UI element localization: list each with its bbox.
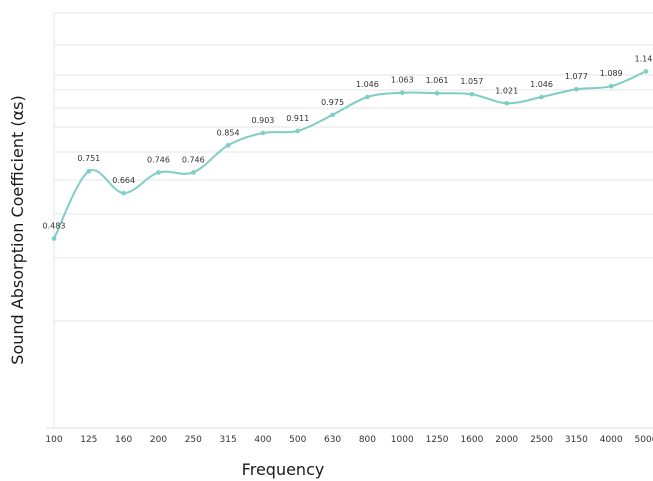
data-label: 0.911: [286, 114, 309, 123]
data-point: [330, 112, 335, 118]
data-point: [399, 90, 405, 96]
data-point: [469, 91, 475, 97]
data-point: [539, 94, 544, 100]
data-labels: 0.483 0.751 0.664 0.746 0.746 0.854 0.903 0.911…: [43, 54, 653, 230]
x-tick-label: 100: [45, 435, 62, 445]
data-label: 0.483: [43, 222, 66, 231]
data-label: 1.077: [565, 72, 588, 81]
data-label: 1.148: [635, 54, 653, 63]
data-point: [504, 100, 510, 106]
x-tick-label: 2500: [530, 435, 553, 445]
x-tick-label: 160: [115, 435, 132, 445]
data-point: [365, 94, 370, 100]
data-label: 1.057: [460, 77, 483, 86]
data-label: 1.021: [495, 86, 518, 95]
data-point: [121, 190, 126, 196]
data-label: 1.061: [426, 76, 449, 85]
data-label: 0.746: [182, 155, 205, 164]
data-label: 0.975: [321, 98, 344, 107]
data-point: [260, 130, 266, 136]
y-axis-title: Sound Absorption Coefficient (αs): [8, 95, 27, 365]
data-point: [574, 86, 579, 92]
data-point: [51, 236, 57, 241]
x-tick-label: 2000: [495, 435, 518, 445]
x-tick-label: 3150: [565, 435, 588, 445]
x-tick-label: 1250: [426, 435, 449, 445]
data-label: 0.903: [251, 116, 274, 125]
data-point: [434, 90, 440, 96]
data-label: 0.854: [217, 128, 240, 137]
data-point: [156, 170, 161, 175]
x-tick-label: 4000: [600, 435, 623, 445]
x-tick-label: 250: [185, 435, 202, 445]
x-tick-labels: 100 125 160 200 250 315 400 500 630 800 1000 1250 16…: [45, 435, 653, 445]
data-label: 1.046: [356, 80, 379, 89]
data-point: [225, 142, 231, 148]
data-label: 1.046: [530, 80, 553, 89]
data-label: 1.063: [391, 76, 414, 85]
x-tick-label: 630: [324, 435, 341, 445]
data-point: [643, 69, 649, 74]
x-tick-label: 315: [220, 435, 237, 445]
data-point: [190, 170, 196, 175]
data-label: 1.089: [600, 69, 623, 78]
x-tick-label: 400: [254, 435, 271, 445]
data-points: [51, 69, 649, 241]
x-axis-title: Frequency: [241, 460, 325, 479]
data-point: [86, 168, 92, 174]
gridlines: [54, 12, 653, 322]
x-tick-label: 1000: [391, 435, 414, 445]
x-tick-label: 500: [289, 435, 306, 445]
x-tick-label: 800: [359, 435, 376, 445]
x-tick-label: 1600: [460, 435, 483, 445]
x-tick-label: 200: [150, 435, 167, 445]
data-label: 0.664: [112, 176, 135, 185]
data-label: 0.751: [77, 154, 100, 163]
data-point: [608, 83, 614, 89]
data-point: [295, 128, 301, 134]
data-label: 0.746: [147, 155, 170, 164]
x-tick-label: 125: [80, 435, 97, 445]
